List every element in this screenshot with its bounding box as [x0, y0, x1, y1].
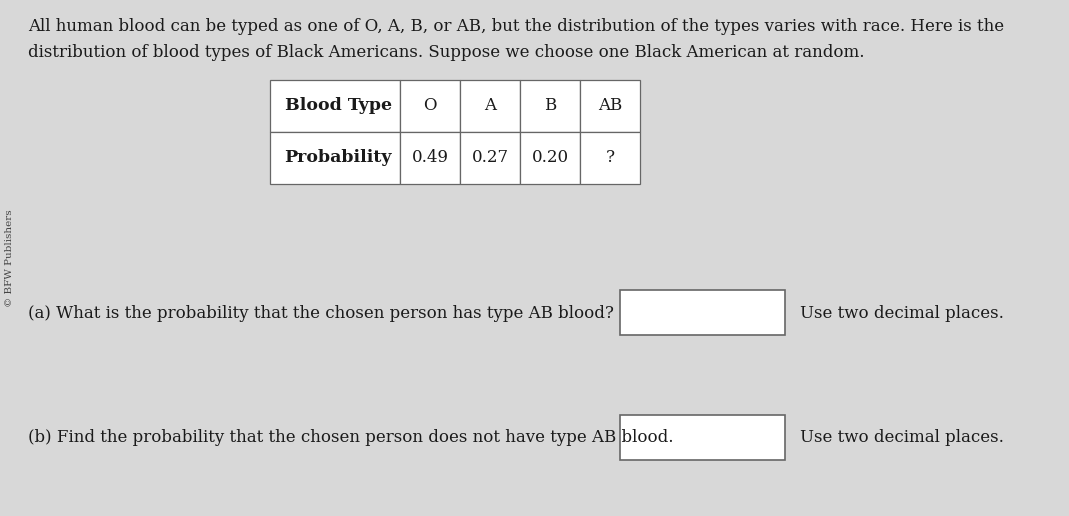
Text: 0.20: 0.20 — [531, 150, 569, 167]
Bar — [460, 132, 520, 184]
Text: O: O — [423, 98, 437, 115]
Text: Probability: Probability — [284, 150, 392, 167]
Text: distribution of blood types of Black Americans. Suppose we choose one Black Amer: distribution of blood types of Black Ame… — [28, 44, 865, 61]
Bar — [270, 80, 400, 132]
Bar — [400, 132, 460, 184]
Bar — [460, 80, 520, 132]
Text: AB: AB — [598, 98, 622, 115]
Text: A: A — [484, 98, 496, 115]
Text: (b) Find the probability that the chosen person does not have type AB blood.: (b) Find the probability that the chosen… — [28, 428, 673, 445]
Bar — [400, 80, 460, 132]
Text: B: B — [544, 98, 556, 115]
Bar — [520, 132, 580, 184]
Bar — [520, 80, 580, 132]
Text: Blood Type: Blood Type — [284, 98, 392, 115]
Bar — [270, 132, 400, 184]
Bar — [620, 290, 785, 335]
Text: ?: ? — [605, 150, 615, 167]
Text: (a) What is the probability that the chosen person has type AB blood?: (a) What is the probability that the cho… — [28, 304, 614, 321]
Text: Use two decimal places.: Use two decimal places. — [800, 304, 1004, 321]
Bar — [580, 80, 640, 132]
Bar — [620, 415, 785, 460]
Text: Use two decimal places.: Use two decimal places. — [800, 428, 1004, 445]
Bar — [580, 132, 640, 184]
Text: All human blood can be typed as one of O, A, B, or AB, but the distribution of t: All human blood can be typed as one of O… — [28, 18, 1004, 35]
Text: 0.49: 0.49 — [412, 150, 449, 167]
Text: © BFW Publishers: © BFW Publishers — [5, 209, 15, 307]
Text: 0.27: 0.27 — [471, 150, 509, 167]
